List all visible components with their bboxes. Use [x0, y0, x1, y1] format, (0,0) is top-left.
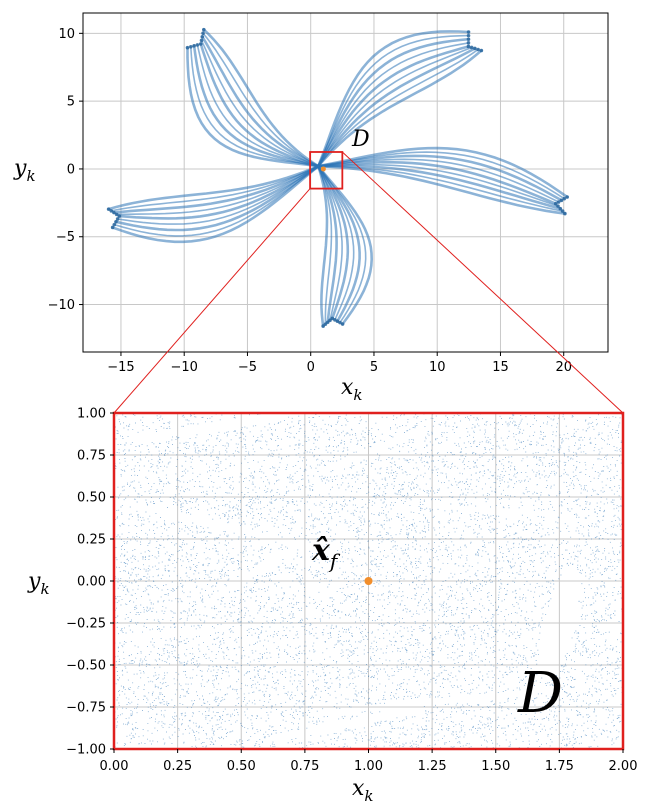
- zoomed-x-tick-label: 1.50: [481, 759, 510, 774]
- overview-x-tick-label: 0: [307, 360, 315, 375]
- zoomed-y-tick-label: 0.25: [77, 533, 106, 548]
- zoomed-y-tick-label: 0.00: [77, 575, 106, 590]
- zoomed-x-axis-label: xk: [352, 776, 374, 805]
- overview-plot-frame: [82, 12, 609, 353]
- zoomed-x-tick-label: 0.50: [227, 759, 256, 774]
- overview-region-label: D: [351, 127, 370, 152]
- zoomed-y-tick-label: −1.00: [66, 743, 106, 758]
- attractor-arm-left: [106, 164, 320, 244]
- zoomed-x-tick-label: 0.75: [290, 759, 319, 774]
- fixed-point-label-sub: f: [328, 549, 341, 573]
- zoomed-x-axis-label-main: x: [352, 776, 365, 801]
- overview-y-axis-label-main: y: [13, 156, 27, 181]
- zoomed-y-tick-label: −0.25: [66, 617, 106, 632]
- zoom-region-box: [309, 151, 344, 190]
- zoomed-y-axis-label-main: y: [27, 569, 41, 594]
- overview-y-tick-label: −10: [48, 298, 75, 313]
- zoomed-y-tick-label: 0.75: [77, 449, 106, 464]
- overview-x-axis-label: xk: [341, 375, 363, 404]
- zoomed-y-tick-label: 1.00: [77, 407, 106, 422]
- zoom-connector-right: [341, 151, 624, 414]
- zoomed-x-tick-label: 2.00: [609, 759, 638, 774]
- zoomed-x-tick-label: 0.00: [100, 759, 129, 774]
- zoomed-fixed-point: [364, 577, 373, 585]
- zoomed-x-axis-label-sub: k: [364, 787, 373, 805]
- zoom-connector-left: [113, 188, 311, 414]
- attractor-arm-right: [317, 146, 569, 216]
- attractor-arm-upper-right: [317, 30, 484, 168]
- zoomed-x-tick-label: 1.25: [418, 759, 447, 774]
- zoomed-y-tick-label: 0.50: [77, 491, 106, 506]
- zoomed-ticks: 0.00 0.25 0.50 0.75 1.00 1.25 1.50 1.75 2.00 1.00…: [66, 407, 637, 775]
- zoomed-chart: 0.00 0.25 0.50 0.75 1.00 1.25 1.50 1.75 2.00 1.00…: [27, 407, 637, 805]
- overview-attractor-points: [106, 27, 569, 328]
- overview-y-axis-label-sub: k: [26, 167, 35, 185]
- overview-x-tick-label: −15: [107, 360, 134, 375]
- overview-x-axis-label-main: x: [341, 375, 354, 400]
- attractor-arm-upper-left: [185, 27, 320, 168]
- overview-y-tick-label: −5: [56, 230, 75, 245]
- overview-y-tick-label: 5: [67, 95, 75, 110]
- overview-x-tick-label: 15: [492, 360, 509, 375]
- zoomed-y-tick-label: −0.75: [66, 701, 106, 716]
- zoomed-y-axis-label: yk: [27, 569, 50, 598]
- overview-x-tick-label: −10: [170, 360, 197, 375]
- zoomed-x-tick-label: 0.25: [163, 759, 192, 774]
- overview-x-tick-label: 5: [370, 360, 378, 375]
- overview-x-tick-label: 10: [429, 360, 446, 375]
- zoomed-region-label: D: [517, 661, 563, 726]
- zoomed-point-cloud: [114, 412, 624, 750]
- zoomed-y-tick-label: −0.50: [66, 659, 106, 674]
- zoomed-x-tick-label: 1.00: [354, 759, 383, 774]
- overview-x-axis-label-sub: k: [353, 386, 362, 404]
- zoomed-attractor-points: [114, 412, 624, 750]
- fixed-point-label-main: x̂: [311, 533, 331, 568]
- overview-y-axis-label: yk: [13, 156, 36, 185]
- overview-fixed-point: [320, 166, 326, 172]
- overview-ticks: −15 −10 −5 0 5 10 15 20 10 5 0 −5 −10: [48, 27, 572, 375]
- zoomed-x-tick-label: 1.75: [545, 759, 574, 774]
- zoomed-y-axis-label-sub: k: [40, 580, 49, 598]
- overview-x-tick-label: 20: [555, 360, 572, 375]
- overview-y-tick-label: 0: [67, 162, 75, 177]
- attractor-arm-lower: [317, 164, 374, 328]
- overview-x-tick-label: −5: [238, 360, 257, 375]
- overview-y-tick-label: 10: [58, 27, 75, 42]
